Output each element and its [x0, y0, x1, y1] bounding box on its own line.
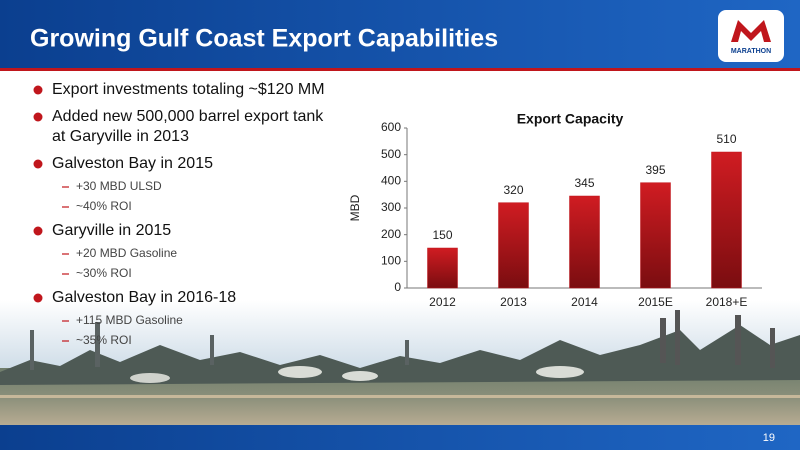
- bullet-text: Galveston Bay in 2015: [52, 155, 213, 172]
- bar: [711, 151, 742, 289]
- sub-bullet-text: ~35% ROI: [76, 333, 132, 347]
- y-tick-label: 100: [381, 254, 401, 268]
- refinery-photo: [0, 300, 800, 425]
- bullet-text: Added new 500,000 barrel export tank: [52, 108, 324, 125]
- bullet-text: Export investments totaling ~$120 MM: [52, 81, 325, 98]
- bullet-dot: [33, 112, 43, 122]
- chart-title: Export Capacity: [517, 111, 624, 127]
- logo: MARATHON: [718, 10, 784, 62]
- x-tick-label: 2013: [500, 295, 527, 309]
- bar: [427, 247, 458, 289]
- y-tick-label: 400: [381, 174, 401, 188]
- data-label: 510: [716, 132, 736, 146]
- data-label: 320: [503, 183, 523, 197]
- sub-bullet-text: ~30% ROI: [76, 266, 132, 280]
- x-tick-label: 2018+E: [706, 295, 748, 309]
- bullet-list: Export investments totaling ~$120 MM Adde…: [33, 81, 325, 347]
- bar: [498, 202, 529, 289]
- x-tick-label: 2012: [429, 295, 456, 309]
- sub-bullet-text: +20 MBD Gasoline: [76, 246, 177, 260]
- y-tick-label: 0: [394, 280, 401, 294]
- sub-bullet-text: +115 MBD Gasoline: [76, 313, 183, 327]
- data-label: 150: [432, 228, 452, 242]
- bullet-dot: [33, 159, 43, 169]
- chart: Export Capacity MBD 0 100 200 300 400 500 600 2…: [348, 111, 762, 309]
- header-bar: [0, 0, 800, 68]
- bullet-text: Galveston Bay in 2016-18: [52, 289, 236, 306]
- header-rule: [0, 68, 800, 71]
- sub-bullet-text: ~40% ROI: [76, 199, 132, 213]
- bullet-text: at Garyville in 2013: [52, 128, 189, 145]
- x-tick-label: 2015E: [638, 295, 673, 309]
- y-tick-label: 200: [381, 227, 401, 241]
- bullet-dot: [33, 293, 43, 303]
- slide-title: Growing Gulf Coast Export Capabilities: [30, 25, 498, 53]
- y-tick-label: 600: [381, 120, 401, 134]
- footer-bar: [0, 425, 800, 450]
- data-label: 345: [574, 176, 594, 190]
- y-tick-label: 300: [381, 200, 401, 214]
- page-number: 19: [763, 432, 775, 444]
- data-label: 395: [645, 163, 665, 177]
- bar: [569, 195, 600, 289]
- y-axis-label: MBD: [348, 194, 362, 221]
- bar: [640, 182, 671, 289]
- bullet-dot: [33, 226, 43, 236]
- x-tick-label: 2014: [571, 295, 598, 309]
- logo-text: MARATHON: [731, 48, 771, 55]
- y-tick-label: 500: [381, 147, 401, 161]
- sub-bullet-text: +30 MBD ULSD: [76, 179, 162, 193]
- bullet-text: Garyville in 2015: [52, 222, 171, 239]
- bullet-dot: [33, 85, 43, 95]
